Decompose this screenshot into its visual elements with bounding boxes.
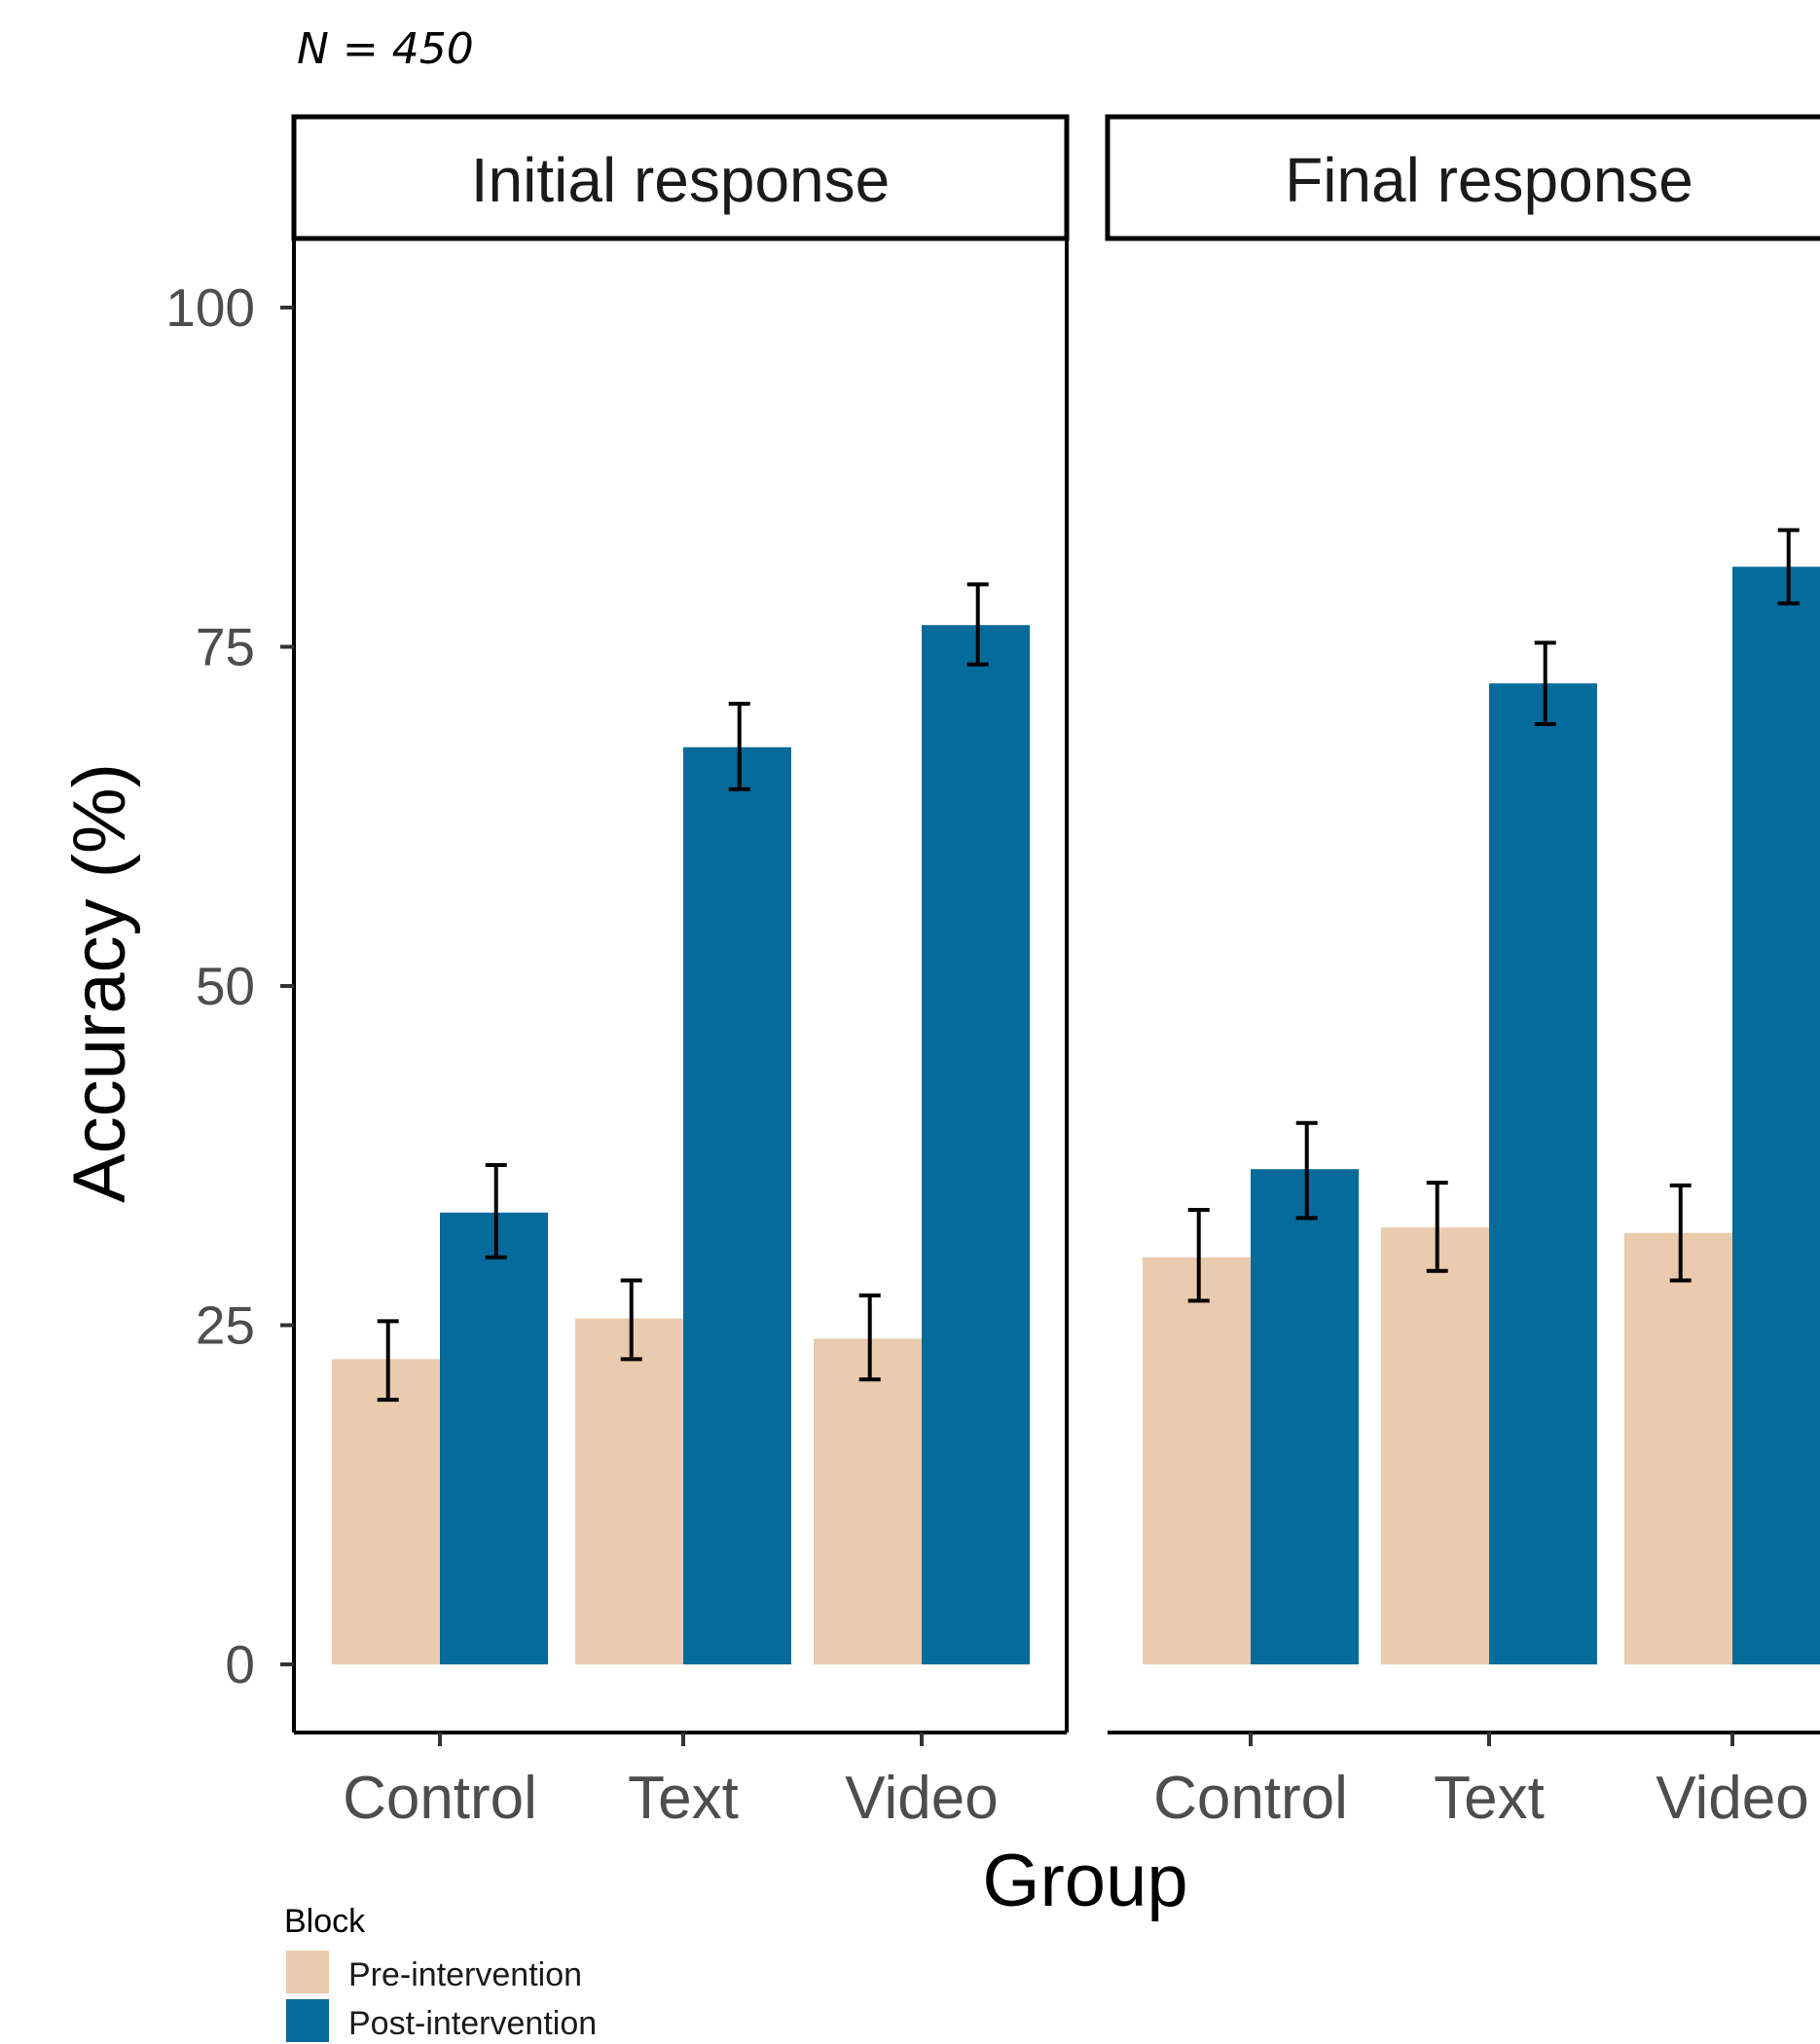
strip-initial-response (291, 114, 1070, 241)
legend-swatch-post (286, 1999, 329, 2042)
bar-initial-response-text-post-intervention (683, 747, 791, 1664)
y-tick-label-0: 0 (225, 1634, 255, 1695)
y-tick-label-25: 25 (196, 1296, 255, 1356)
bar-final-response-control-post-intervention (1251, 1169, 1359, 1664)
y-tick-label-50: 50 (196, 956, 255, 1016)
bar-final-response-control-pre-intervention (1143, 1257, 1251, 1664)
y-axis-title: Accuracy (%) (58, 763, 141, 1203)
bar-final-response-text-pre-intervention (1381, 1227, 1489, 1664)
y-tick-label-100: 100 (165, 277, 255, 338)
bar-initial-response-control-post-intervention (440, 1212, 548, 1664)
x-axis-title: Group (982, 1840, 1187, 1922)
bar-initial-response-control-pre-intervention (332, 1359, 440, 1664)
legend-label-post: Post-intervention (348, 2005, 597, 2042)
legend-title: Block (284, 1903, 366, 1940)
bar-initial-response-video-pre-intervention (814, 1338, 922, 1664)
bar-final-response-video-post-intervention (1732, 566, 1820, 1664)
sample-size-label: N = 450 (297, 24, 474, 74)
x-tick-label-final-response-video: Video (1656, 1765, 1808, 1832)
legend-swatch-pre (286, 1951, 329, 1993)
legend-label-pre: Pre-intervention (348, 1956, 582, 1993)
x-tick-label-final-response-text: Text (1434, 1765, 1545, 1832)
x-tick-label-initial-response-control: Control (343, 1765, 537, 1832)
x-tick-label-initial-response-text: Text (628, 1765, 739, 1832)
x-tick-label-initial-response-video: Video (845, 1765, 998, 1832)
strip-final-response (1105, 114, 1820, 241)
strip-label-initial-response: Initial response (471, 145, 890, 215)
y-tick-label-75: 75 (196, 617, 255, 677)
x-tick-label-final-response-control: Control (1153, 1765, 1348, 1832)
legend: Block Pre-intervention Post-intervention (284, 1903, 597, 2042)
bar-final-response-video-pre-intervention (1624, 1232, 1732, 1664)
plot-area: 0 25 50 75 100 Initial response Control Text Vid… (165, 114, 1820, 1832)
bar-initial-response-text-pre-intervention (575, 1318, 683, 1664)
bar-initial-response-video-post-intervention (922, 625, 1030, 1664)
strip-label-final-response: Final response (1285, 145, 1693, 215)
bar-final-response-text-post-intervention (1489, 683, 1597, 1664)
